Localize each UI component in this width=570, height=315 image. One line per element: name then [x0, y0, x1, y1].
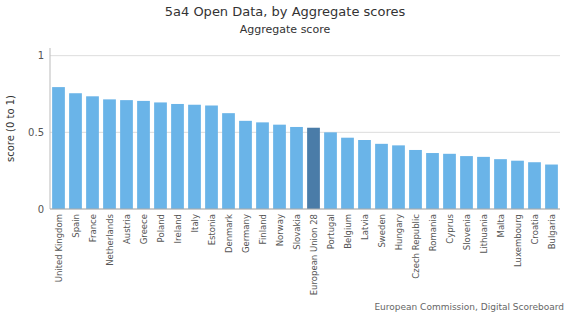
- x-tick-label: Denmark: [224, 214, 234, 253]
- x-tick-label: Estonia: [207, 214, 217, 245]
- x-tick-label: United Kingdom: [54, 214, 64, 282]
- bar: [460, 156, 473, 209]
- bar: [392, 145, 405, 209]
- y-axis-label: score (0 to 1): [5, 95, 16, 162]
- x-tick-label: Netherlands: [105, 213, 115, 265]
- x-tick-label: Bulgaria: [547, 214, 557, 249]
- source: European Commission, Digital Scoreboard: [374, 302, 564, 312]
- x-tick-label: Luxembourg: [513, 214, 523, 267]
- x-tick-label: France: [88, 214, 98, 242]
- bar: [528, 162, 541, 209]
- bar: [103, 99, 116, 209]
- bar: [494, 159, 507, 209]
- x-tick-label: Austria: [122, 214, 132, 244]
- x-tick-label: Slovakia: [292, 214, 302, 250]
- x-tick-label: Hungary: [394, 214, 404, 250]
- x-tick-label: Czech Republic: [411, 214, 421, 279]
- x-tick-label: Belgium: [343, 214, 353, 249]
- x-tick-label: Sweden: [377, 214, 387, 248]
- x-tick-label: Latvia: [360, 214, 370, 240]
- bar: [171, 104, 184, 209]
- bar: [324, 132, 337, 209]
- x-tick-label: Greece: [139, 214, 149, 244]
- grid-line: [50, 55, 560, 56]
- bar: [341, 138, 354, 209]
- x-tick-label: Romania: [428, 214, 438, 251]
- subtitle: Aggregate score: [240, 23, 331, 36]
- bar: [511, 161, 524, 209]
- bar: [239, 121, 252, 209]
- bar: [545, 165, 558, 209]
- x-tick-label: Finland: [258, 214, 268, 244]
- y-tick-label: 0: [38, 204, 44, 215]
- x-tick-label: Croatia: [530, 214, 540, 245]
- background: [0, 0, 570, 315]
- bar: [256, 122, 269, 209]
- bar: [307, 128, 320, 209]
- x-tick-label: Slovenia: [462, 214, 472, 250]
- bar: [154, 102, 167, 209]
- bars: [52, 87, 558, 209]
- grid: [50, 56, 560, 209]
- bar: [358, 140, 371, 209]
- bar: [375, 144, 388, 209]
- x-tick-label: Germany: [241, 214, 251, 253]
- y-axis-line: [50, 48, 51, 209]
- bar: [273, 125, 286, 209]
- title: 5a4 Open Data, by Aggregate scores: [165, 4, 406, 19]
- bar: [188, 105, 201, 209]
- x-tick-label: European Union 28: [309, 214, 319, 295]
- bar: [222, 113, 235, 209]
- bar: [443, 154, 456, 209]
- x-axis-line: [50, 209, 560, 210]
- bar: [409, 150, 422, 209]
- x-tick-label: Poland: [156, 214, 166, 242]
- bar: [69, 93, 82, 209]
- bar: [205, 106, 218, 210]
- x-tick-label: Spain: [71, 214, 81, 238]
- bar: [290, 127, 303, 209]
- x-tick-label: Malta: [496, 214, 506, 237]
- chart: 5a4 Open Data, by Aggregate scores Aggreg…: [0, 0, 570, 315]
- x-tick-label: Ireland: [173, 214, 183, 243]
- x-tick-label: Portugal: [326, 214, 336, 249]
- x-tick-label: Italy: [190, 214, 200, 232]
- y-tick-label: 1: [38, 50, 44, 61]
- x-tick-label: Norway: [275, 214, 285, 246]
- x-tick-label: Lithuania: [479, 214, 489, 253]
- x-tick-label: Cyprus: [445, 213, 455, 243]
- bar: [426, 153, 439, 209]
- bar: [120, 100, 133, 209]
- grid-line: [50, 209, 560, 210]
- bar: [86, 96, 99, 209]
- bar: [477, 157, 490, 209]
- bar: [137, 101, 150, 209]
- bar: [52, 87, 65, 209]
- y-tick-label: 0.5: [28, 127, 44, 138]
